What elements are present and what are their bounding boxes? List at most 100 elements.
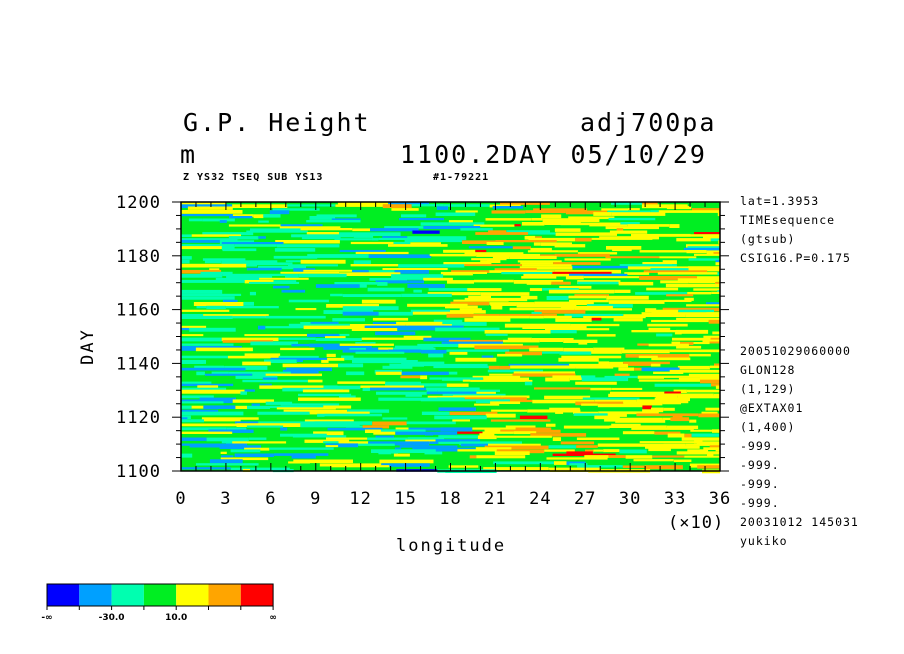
heatmap-cell <box>523 273 569 277</box>
heatmap-cell <box>527 250 578 253</box>
heatmap-cell <box>519 266 573 270</box>
heatmap-cell <box>652 455 685 458</box>
heatmap-cell <box>608 455 626 458</box>
heatmap-cell <box>208 429 254 433</box>
heatmap-cell <box>187 206 233 210</box>
heatmap-cell <box>452 419 470 422</box>
legend-label: 10.0 <box>165 613 187 623</box>
heatmap-cell <box>657 272 718 275</box>
heatmap-cell <box>407 236 467 241</box>
heatmap-cell <box>391 451 399 454</box>
heatmap-cell <box>480 292 530 296</box>
heatmap-cell <box>228 371 291 375</box>
heatmap-cell <box>619 449 647 454</box>
heatmap-cell <box>323 405 352 409</box>
info-line: GLON128 <box>740 363 796 377</box>
heatmap-cell <box>263 214 281 218</box>
heatmap-cell <box>599 269 621 274</box>
heatmap-cell <box>280 224 323 227</box>
heatmap-cell <box>474 345 539 350</box>
heatmap-cell <box>564 313 624 318</box>
heatmap-cell <box>637 375 664 379</box>
heatmap-cell <box>586 334 616 337</box>
heatmap-cell <box>605 226 659 230</box>
heatmap-cell <box>650 268 689 271</box>
heatmap-cell <box>577 281 619 285</box>
heatmap-cell <box>285 273 299 278</box>
heatmap-cell <box>258 220 269 223</box>
heatmap-cell <box>615 419 666 423</box>
heatmap-cell <box>489 302 535 305</box>
heatmap-cell <box>204 259 222 264</box>
heatmap-cell <box>244 389 255 392</box>
heatmap-cell <box>491 210 526 214</box>
heatmap-cell <box>651 309 679 314</box>
heatmap-cell <box>429 377 442 380</box>
heatmap-cell <box>401 371 449 375</box>
heatmap-cell <box>330 293 343 297</box>
legend-swatch <box>79 584 112 606</box>
heatmap-cell <box>189 327 236 332</box>
heatmap-cell <box>548 445 577 449</box>
heatmap-cell <box>646 287 679 291</box>
heatmap-cell <box>327 357 345 361</box>
heatmap-cell <box>526 281 552 285</box>
heatmap-cell <box>497 353 523 357</box>
heatmap-cell <box>332 318 365 322</box>
heatmap-cell <box>341 355 354 359</box>
heatmap-cell <box>639 250 687 253</box>
heatmap-cell <box>504 323 571 328</box>
heatmap-cell <box>181 214 233 217</box>
heatmap-cell <box>384 226 424 229</box>
y-tick-label: 1200 <box>116 193 161 213</box>
heatmap-cell <box>631 427 694 430</box>
heatmap-cell <box>233 277 260 281</box>
heatmap-cell <box>636 399 689 404</box>
heatmap-cell <box>423 226 481 230</box>
heatmap-cell <box>319 463 382 467</box>
heatmap-cell <box>696 441 720 444</box>
heatmap-cell <box>576 437 620 440</box>
heatmap-cell <box>472 271 487 274</box>
heatmap-cell <box>715 449 720 452</box>
heatmap-cell <box>476 391 496 395</box>
heatmap-cell <box>280 347 315 351</box>
heatmap-cell <box>692 208 720 211</box>
heatmap-cell <box>605 256 660 259</box>
heatmap-cell <box>441 341 503 346</box>
heatmap-cell <box>181 293 242 296</box>
heatmap-cell <box>528 232 556 235</box>
heatmap-cell <box>620 222 640 225</box>
heatmap-cell <box>200 271 233 275</box>
heatmap-cell <box>628 208 640 211</box>
heatmap-cell <box>242 361 271 366</box>
heatmap-cell <box>300 322 311 326</box>
heatmap-cell <box>573 411 599 414</box>
heatmap-cell <box>455 357 497 362</box>
heatmap-cell <box>287 204 336 207</box>
heatmap-cell <box>460 228 493 231</box>
heatmap-cell <box>258 325 266 330</box>
heatmap-cell <box>181 337 222 342</box>
heatmap-cell <box>525 210 566 214</box>
info-lower: 20051029060000 GLON128 (1,129) @EXTAX01 … <box>740 345 859 555</box>
heatmap-cell <box>309 343 340 348</box>
heatmap-cell <box>429 253 477 257</box>
heatmap-cell <box>338 363 364 368</box>
heatmap-cell <box>666 425 699 429</box>
heatmap-cell <box>633 459 674 462</box>
heatmap-cell <box>686 304 720 307</box>
heatmap-cell <box>335 204 383 207</box>
heatmap-cell <box>433 319 463 324</box>
heatmap-cell <box>181 453 193 458</box>
heatmap-cell <box>659 256 697 259</box>
heatmap-cell <box>181 431 233 434</box>
heatmap-cell <box>296 359 303 362</box>
heatmap-cell <box>428 353 444 358</box>
heatmap-cell <box>342 294 402 297</box>
heatmap-cell <box>575 401 624 406</box>
heatmap-cell <box>708 319 720 324</box>
heatmap-cell <box>232 441 287 444</box>
heatmap-cell <box>560 222 621 226</box>
heatmap-cell <box>611 212 666 216</box>
